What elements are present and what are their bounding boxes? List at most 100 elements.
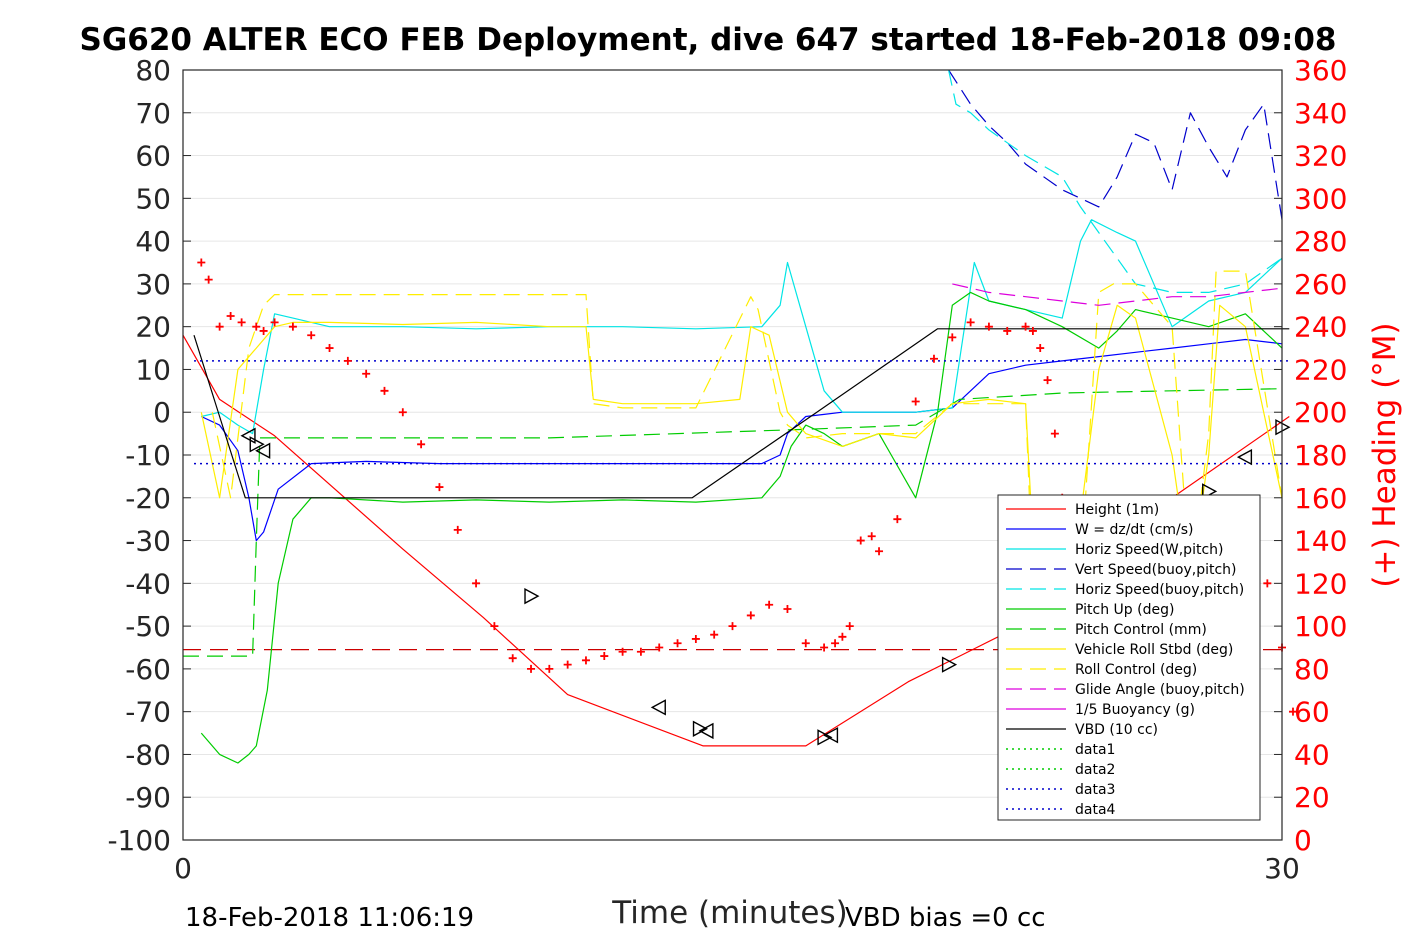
waypoint-marker-5	[692, 720, 709, 737]
heading-point-43	[875, 547, 884, 556]
heading-point-28	[655, 643, 664, 652]
series-line-4	[948, 69, 1283, 293]
y-right-tick-label-5: 260	[1294, 268, 1347, 301]
legend-label-15: data4	[1075, 802, 1116, 818]
heading-point-14	[398, 408, 407, 417]
legend: Height (1m) W = dz/dt (cm/s) Horiz Speed(W…	[997, 494, 1261, 821]
y-right-tick-label-6: 240	[1294, 311, 1347, 344]
y-tick-label-4: 40	[135, 225, 171, 258]
heading-point-53	[1036, 344, 1045, 353]
legend-label-3: Vert Speed(buoy,pitch)	[1075, 562, 1237, 578]
y-right-tick-label-13: 100	[1294, 610, 1347, 643]
series-line-1	[201, 338, 1283, 542]
heading-point-34	[765, 600, 774, 609]
heading-point-35	[783, 605, 792, 613]
heading-point-19	[490, 622, 499, 631]
heading-point-4	[237, 318, 246, 327]
legend-label-13: data2	[1075, 762, 1115, 778]
heading-point-71	[1288, 707, 1297, 716]
heading-point-40	[845, 622, 854, 631]
heading-point-0	[197, 258, 206, 267]
y-right-tick-label-3: 300	[1294, 182, 1347, 215]
heading-point-37	[820, 643, 829, 652]
heading-point-30	[691, 634, 700, 643]
y-right-tick-label-7: 220	[1294, 353, 1347, 386]
y-right-tick-label-10: 160	[1294, 482, 1347, 515]
heading-point-22	[545, 664, 554, 673]
y-right-tick-label-4: 280	[1294, 225, 1347, 258]
heading-point-24	[581, 656, 590, 665]
x-axis-label: Time (minutes)	[611, 895, 847, 931]
y-tick-label-0: 80	[135, 54, 171, 87]
series-line-6	[183, 388, 1283, 657]
heading-point-41	[856, 536, 865, 545]
heading-point-54	[1043, 376, 1052, 385]
legend-label-12: data1	[1075, 742, 1115, 758]
y-axis-right: 3603403203002802602402202001801601401201…	[1274, 54, 1347, 857]
y-tick-label-17: -90	[125, 781, 171, 814]
series-line-11	[193, 328, 1290, 499]
heading-point-16	[435, 483, 444, 492]
x-tick-label-0: 0	[174, 852, 192, 885]
waypoint-marker-9	[941, 656, 958, 673]
y-tick-label-16: -80	[125, 738, 171, 771]
y-tick-label-13: -50	[125, 610, 171, 643]
y-tick-label-14: -60	[125, 653, 171, 686]
y-tick-label-18: -100	[107, 824, 171, 857]
heading-point-15	[417, 440, 426, 449]
heading-point-7	[270, 318, 279, 327]
heading-point-5	[252, 322, 261, 331]
footer-vbd-bias: VBD bias =0 cc	[845, 903, 1046, 933]
series-line-3	[948, 69, 1283, 220]
waypoint-marker-4	[650, 699, 666, 716]
series-line-7	[200, 304, 1283, 584]
heading-point-3	[226, 311, 235, 320]
y-tick-label-11: -30	[125, 525, 171, 558]
heading-point-8	[288, 322, 297, 331]
y-tick-label-10: -20	[125, 482, 171, 515]
heading-point-42	[867, 532, 876, 541]
y-right-tick-label-12: 120	[1294, 567, 1347, 600]
heading-point-23	[563, 660, 572, 669]
x-tick-label-1: 30	[1264, 852, 1300, 885]
waypoint-marker-8	[822, 727, 839, 744]
y-right-tick-label-0: 360	[1294, 54, 1347, 87]
y-tick-label-7: 10	[135, 353, 171, 386]
waypoint-marker-7	[817, 729, 833, 746]
series-line-5	[200, 291, 1283, 764]
heading-point-6	[259, 326, 268, 335]
heading-point-55	[1050, 429, 1059, 438]
heading-point-25	[600, 652, 609, 661]
y-right-tick-label-11: 140	[1294, 525, 1347, 558]
y-axis-left: 80 70 60 50 40 30 20 10 0 -10 -20 -30 -40 -50 -60 -70 -8…	[107, 54, 191, 857]
waypoint-marker-16	[1236, 448, 1253, 466]
legend-label-9: Glide Angle (buoy,pitch)	[1075, 682, 1245, 698]
y-axis-right-label: (+) Heading (°M)	[1367, 322, 1403, 587]
legend-label-7: Vehicle Roll Stbd (deg)	[1075, 642, 1233, 658]
waypoint-marker-1	[249, 436, 265, 453]
heading-point-69	[1263, 579, 1272, 588]
heading-point-39	[838, 632, 847, 641]
heading-point-13	[380, 386, 389, 395]
y-tick-label-15: -70	[125, 696, 171, 729]
heading-point-21	[527, 664, 536, 673]
y-right-tick-label-17: 20	[1294, 781, 1330, 814]
heading-point-31	[710, 630, 719, 639]
heading-point-1	[204, 275, 213, 284]
y-right-tick-label-18: 0	[1294, 824, 1312, 857]
y-right-tick-label-15: 60	[1294, 696, 1330, 729]
heading-point-2	[215, 322, 224, 331]
waypoint-marker-3	[524, 587, 540, 605]
y-tick-label-5: 30	[135, 268, 171, 301]
y-tick-label-6: 20	[135, 311, 171, 344]
chart-title: SG620 ALTER ECO FEB Deployment, dive 647…	[80, 22, 1337, 58]
waypoint-marker-2	[255, 442, 271, 459]
legend-label-10: 1/5 Buoyancy (g)	[1075, 702, 1195, 718]
y-right-tick-label-9: 180	[1294, 439, 1347, 472]
x-axis: 0 30	[174, 832, 1300, 885]
waypoint-marker-6	[698, 722, 714, 740]
heading-point-45	[911, 397, 920, 406]
legend-label-2: Horiz Speed(W,pitch)	[1075, 542, 1223, 558]
legend-label-14: data3	[1075, 782, 1115, 798]
